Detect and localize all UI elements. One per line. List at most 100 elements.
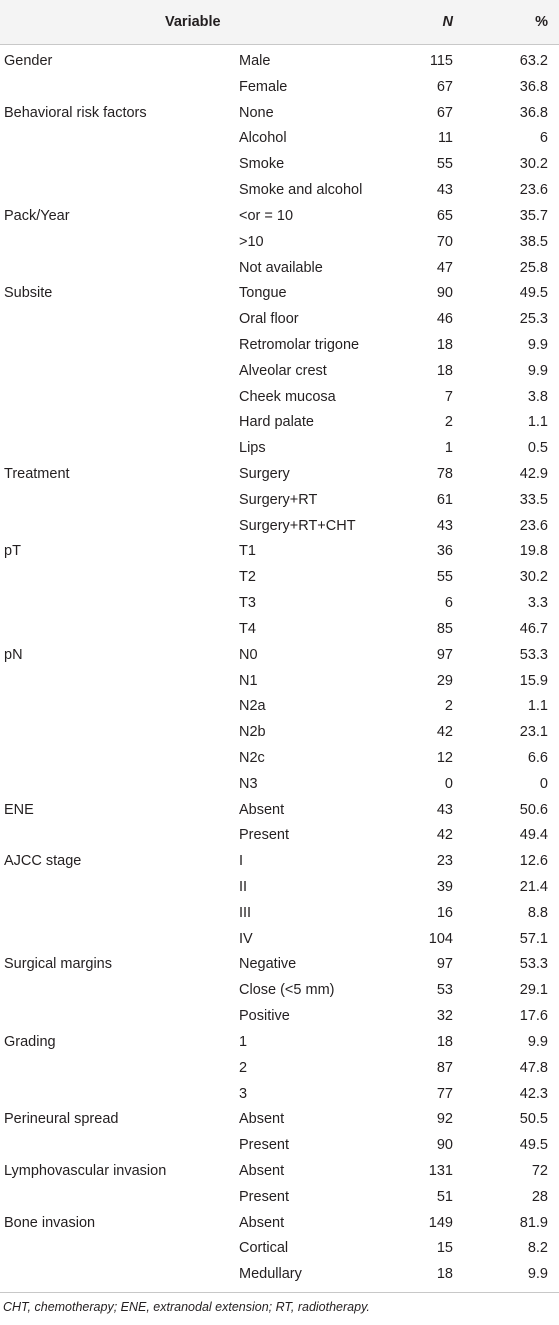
row-n: 104 [428,930,453,947]
row-percent: 1.1 [527,414,548,431]
table-row: Present 42 49.4 [0,823,559,849]
row-variable [0,1133,233,1159]
table-row: T2 55 30.2 [0,565,559,591]
table-row: N1 29 15.9 [0,669,559,695]
row-percent: 23.6 [519,517,548,534]
row-variable: AJCC stage [4,853,82,870]
row-category: Present [239,827,289,844]
row-category: Positive [239,1008,290,1025]
row-percent: 29.1 [519,982,548,999]
header-row: Variable N % [0,0,559,45]
table-row: Oral floor 46 25.3 [0,307,559,333]
row-variable [0,772,233,798]
row-n: 70 [436,233,453,250]
table-row: IV 104 57.1 [0,927,559,953]
row-percent: 25.3 [519,311,548,328]
row-percent: 9.9 [527,1033,548,1050]
row-n: 67 [436,104,453,121]
row-variable [0,126,233,152]
row-n: 0 [444,775,453,792]
row-category: Present [239,1137,289,1154]
table-row: Alcohol 11 6 [0,126,559,152]
row-n: 67 [436,78,453,95]
row-category: N3 [239,775,258,792]
row-percent: 28 [531,1188,548,1205]
row-n: 2 [444,414,453,431]
row-variable: Subsite [4,285,53,302]
row-n: 46 [436,311,453,328]
table-row: Medullary 18 9.9 [0,1262,559,1294]
row-n: 51 [436,1188,453,1205]
row-n: 16 [436,904,453,921]
row-variable [0,978,233,1004]
table-row: ENE Absent 43 50.6 [0,798,559,824]
data-table: Variable N % Gender Male 115 63.2 Female 67 36… [0,0,559,1294]
row-category: Tongue [239,285,287,302]
row-n: 43 [436,182,453,199]
row-variable [0,1056,233,1082]
row-variable: pT [4,543,21,560]
table-header: Variable N % [0,0,559,45]
row-percent: 42.9 [519,466,548,482]
row-category: Absent [239,1111,285,1128]
row-percent: 9.9 [527,336,548,353]
row-percent: 50.6 [519,801,548,818]
row-variable: Gender [4,53,53,69]
row-category: T3 [239,595,256,612]
table-row: Not available 47 25.8 [0,256,559,282]
row-category: N0 [239,646,258,663]
row-percent: 30.2 [519,569,548,586]
row-n: 78 [436,466,453,482]
row-category: >10 [239,233,264,250]
row-n: 1 [444,440,453,457]
row-variable [0,746,233,772]
row-variable [0,1262,233,1294]
row-percent: 49.4 [519,827,548,844]
row-category: T2 [239,569,256,586]
row-category: Hard palate [239,414,314,431]
row-variable: Perineural spread [4,1111,119,1128]
row-category: IV [239,930,253,947]
row-variable [0,875,233,901]
row-percent: 53.3 [519,956,548,973]
row-n: 36 [436,543,453,560]
row-percent: 9.9 [469,1262,559,1294]
row-variable: Lymphovascular invasion [4,1162,167,1179]
row-category: Cortical [239,1240,289,1257]
row-category: 1 [239,1033,248,1050]
row-n: 15 [436,1240,453,1257]
row-variable [0,256,233,282]
row-percent: 53.3 [519,646,548,663]
row-percent: 3.3 [527,595,548,612]
row-variable [0,669,233,695]
table-row: Retromolar trigone 18 9.9 [0,333,559,359]
row-n: 131 [428,1162,453,1179]
row-n: 97 [436,646,453,663]
table-row: pT T1 36 19.8 [0,539,559,565]
row-percent: 9.9 [527,362,548,379]
row-n: 18 [397,1262,469,1294]
table-row: Surgical margins Negative 97 53.3 [0,952,559,978]
row-variable [0,1082,233,1108]
row-variable [0,617,233,643]
row-n: 23 [436,853,453,870]
table-row: Lymphovascular invasion Absent 131 72 [0,1159,559,1185]
table-row: Pack/Year <or = 10 65 35.7 [0,204,559,230]
table-row: N3 0 0 [0,772,559,798]
row-category: Surgery [239,466,290,482]
table-row: Subsite Tongue 90 49.5 [0,281,559,307]
row-variable: ENE [4,801,34,818]
table-row: pN N0 97 53.3 [0,643,559,669]
row-variable [0,591,233,617]
row-category: 2 [239,1059,248,1076]
row-percent: 6.6 [527,749,548,766]
row-category: Surgery+RT [239,491,318,508]
row-n: 7 [444,388,453,405]
row-variable [0,565,233,591]
row-variable: Pack/Year [4,207,70,224]
row-variable [0,927,233,953]
row-percent: 46.7 [519,620,548,637]
table-row: III 16 8.8 [0,901,559,927]
row-variable [0,333,233,359]
